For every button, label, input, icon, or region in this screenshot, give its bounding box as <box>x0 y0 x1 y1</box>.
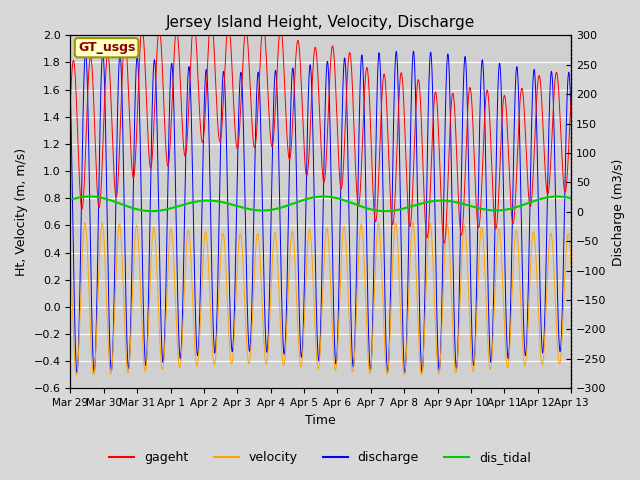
dis_tidal <box>363 205 371 211</box>
velocity <box>248 332 255 337</box>
velocity <box>438 329 445 335</box>
dis_tidal <box>567 195 575 201</box>
X-axis label: Time: Time <box>305 414 336 427</box>
dis_tidal <box>554 193 561 199</box>
discharge <box>92 347 99 353</box>
discharge <box>410 48 417 54</box>
Legend: gageht, velocity, discharge, dis_tidal: gageht, velocity, discharge, dis_tidal <box>104 446 536 469</box>
velocity <box>409 220 417 226</box>
velocity <box>363 325 371 331</box>
Line: velocity: velocity <box>70 223 571 375</box>
Line: gageht: gageht <box>70 36 571 243</box>
velocity <box>465 287 472 293</box>
Y-axis label: Ht, Velocity (m, m/s): Ht, Velocity (m, m/s) <box>15 148 28 276</box>
discharge <box>67 90 74 96</box>
gageht <box>67 100 74 106</box>
discharge <box>248 307 255 313</box>
velocity <box>401 372 408 378</box>
dis_tidal <box>67 197 74 203</box>
Y-axis label: Discharge (m3/s): Discharge (m3/s) <box>612 158 625 265</box>
discharge <box>438 309 445 314</box>
dis_tidal <box>385 208 392 214</box>
gageht <box>248 116 255 122</box>
gageht <box>385 151 392 157</box>
discharge <box>567 116 575 121</box>
dis_tidal <box>465 203 472 208</box>
gageht <box>92 149 99 155</box>
velocity <box>67 252 74 258</box>
Line: dis_tidal: dis_tidal <box>70 196 571 211</box>
velocity <box>385 361 392 367</box>
discharge <box>385 360 392 366</box>
dis_tidal <box>92 194 99 200</box>
discharge <box>465 156 472 162</box>
dis_tidal <box>248 207 255 213</box>
dis_tidal <box>438 198 445 204</box>
Title: Jersey Island Height, Velocity, Discharge: Jersey Island Height, Velocity, Discharg… <box>166 15 476 30</box>
gageht <box>363 65 371 71</box>
discharge <box>73 370 81 375</box>
dis_tidal <box>381 208 389 214</box>
gageht <box>137 33 145 38</box>
discharge <box>363 241 371 247</box>
Text: GT_usgs: GT_usgs <box>78 41 135 54</box>
velocity <box>92 352 99 358</box>
gageht <box>440 240 448 246</box>
gageht <box>465 96 472 102</box>
Line: discharge: discharge <box>70 51 571 372</box>
gageht <box>567 95 575 100</box>
velocity <box>567 264 575 270</box>
gageht <box>438 211 445 216</box>
